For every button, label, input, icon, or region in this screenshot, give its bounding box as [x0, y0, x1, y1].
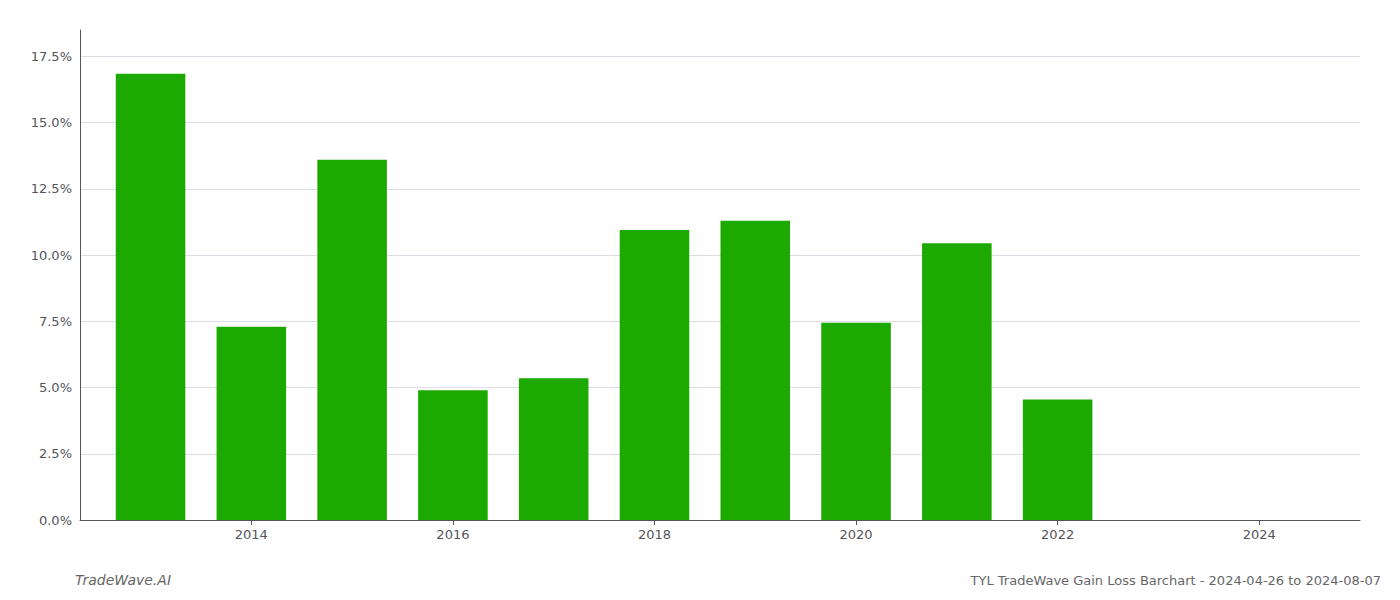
svg-text:5.0%: 5.0%	[39, 380, 72, 395]
svg-text:15.0%: 15.0%	[31, 115, 72, 130]
svg-text:17.5%: 17.5%	[31, 49, 72, 64]
svg-text:2014: 2014	[235, 527, 268, 542]
svg-text:10.0%: 10.0%	[31, 248, 72, 263]
svg-text:2020: 2020	[840, 527, 873, 542]
svg-text:2018: 2018	[638, 527, 671, 542]
svg-text:7.5%: 7.5%	[39, 314, 72, 329]
svg-text:2.5%: 2.5%	[39, 446, 72, 461]
svg-text:TYL TradeWave Gain Loss Barcha: TYL TradeWave Gain Loss Barchart - 2024-…	[970, 573, 1381, 588]
svg-text:0.0%: 0.0%	[39, 513, 72, 528]
svg-text:12.5%: 12.5%	[31, 181, 72, 196]
svg-text:TradeWave.AI: TradeWave.AI	[75, 572, 171, 588]
svg-text:2016: 2016	[436, 527, 469, 542]
svg-text:2022: 2022	[1041, 527, 1074, 542]
svg-text:2024: 2024	[1243, 527, 1276, 542]
